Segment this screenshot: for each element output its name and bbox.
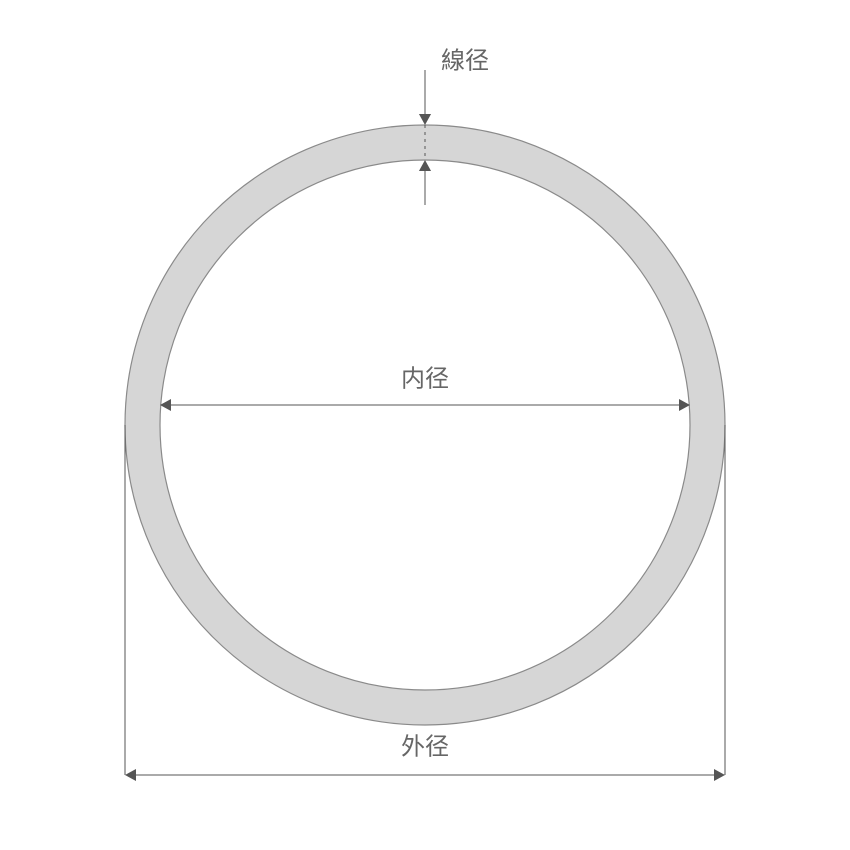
inner-diameter-label: 内径 (401, 365, 449, 392)
wall-thickness-label: 線径 (441, 47, 489, 74)
ring-dimension-diagram: 線径内径外径 (0, 0, 850, 850)
outer-diameter-label: 外径 (401, 733, 449, 760)
ring-annulus (125, 125, 725, 725)
